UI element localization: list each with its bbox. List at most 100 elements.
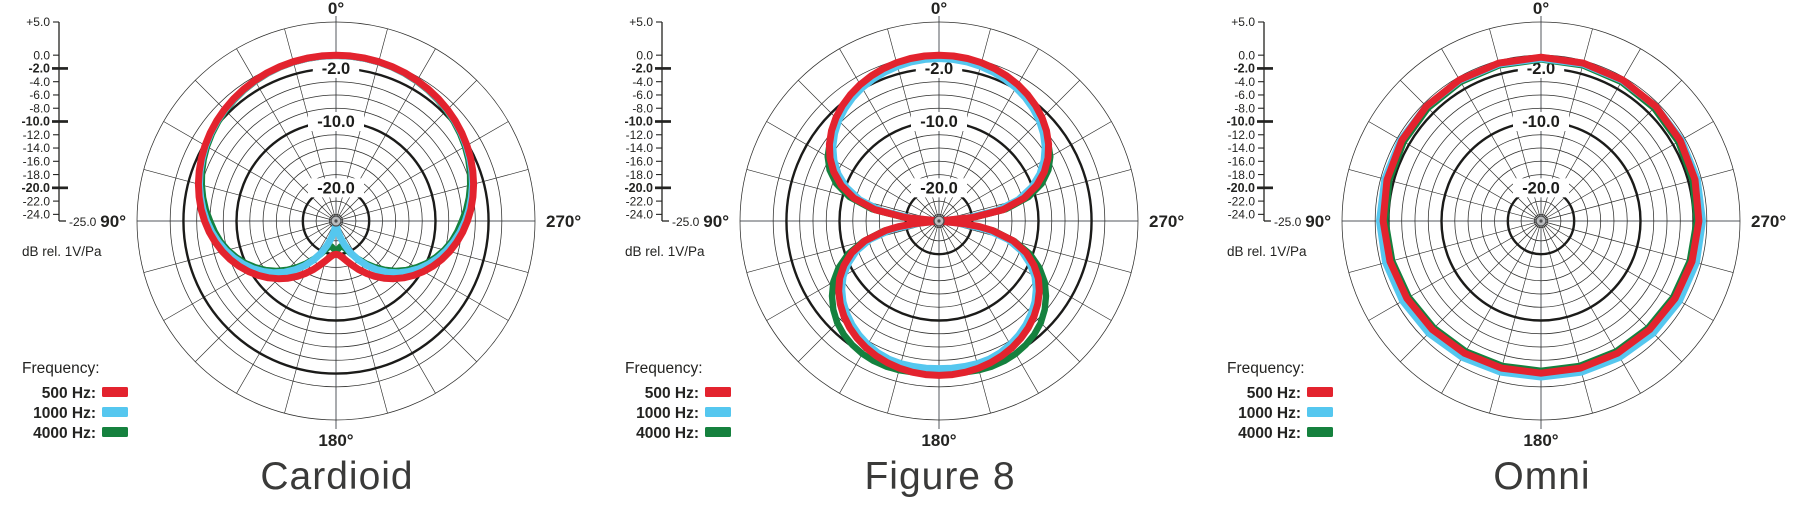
grid-ring--18db	[892, 174, 986, 268]
angle-label-270: 270°	[546, 212, 581, 231]
db-scale-unit-label: dB rel. 1V/Pa	[625, 244, 705, 259]
grid-ring--22db	[1520, 200, 1562, 242]
chart-title: Figure 8	[864, 455, 1016, 498]
polar-chart-svg: -2.0-10.0-20.00°180°90° 270°+5.00.0-2.0-4…	[1227, 0, 1787, 450]
db-scale-tick-label: -6.0	[1234, 88, 1255, 102]
db-scale-tick-label: -18.0	[626, 168, 654, 182]
angle-label-0: 0°	[931, 0, 947, 18]
legend-swatch	[705, 427, 731, 437]
ring-label-mask	[911, 178, 967, 198]
db-scale-tick-label: -4.0	[632, 75, 653, 89]
legend-item-label: 4000 Hz:	[1238, 425, 1301, 442]
db-scale: +5.00.0-2.0-4.0-6.0-8.0-10.0-12.0-14.0-1…	[1227, 15, 1308, 259]
angle-label-270: 270°	[1149, 212, 1184, 231]
ring-label-mask	[1513, 112, 1569, 131]
db-scale-tick-label: -10.0	[22, 115, 51, 129]
db-scale-tick-label: 0.0	[636, 48, 653, 62]
panel-omni: -2.0 -10.0 -20.0 0° 180° 90° 270° +5.0 0.0 -2.0 -4…	[1205, 0, 1808, 510]
db-scale-tick-label: -18.0	[1228, 168, 1256, 182]
series-500hz-curve	[825, 51, 1053, 379]
frequency-legend: Frequency: 500 Hz: 1000 Hz: 4000 Hz:	[1227, 360, 1333, 442]
ring-label-mask	[312, 58, 360, 78]
db-scale-tick-label: -22.0	[626, 194, 654, 208]
ring-label-mask	[911, 112, 967, 131]
db-scale-tick-label: -8.0	[29, 101, 50, 115]
series-500hz-curve	[194, 51, 478, 283]
db-scale-tick-label: -16.0	[626, 155, 654, 169]
legend-item-label: 1000 Hz:	[636, 405, 699, 422]
angle-label-0: 0°	[328, 0, 344, 18]
legend-swatch	[102, 427, 128, 437]
frequency-legend: Frequency: 500 Hz: 1000 Hz: 4000 Hz:	[625, 360, 731, 442]
db-scale-tick-label: -24.0	[23, 208, 51, 222]
db-scale-tick-label: -10.0	[625, 115, 654, 129]
db-scale-end-label: -25.0	[672, 215, 700, 229]
db-scale: +5.00.0-2.0-4.0-6.0-8.0-10.0-12.0-14.0-1…	[625, 15, 706, 259]
ring-label-10db: -10.0	[920, 113, 958, 131]
grid-ring--6db	[1414, 94, 1668, 348]
panel-cardioid: -2.0 -10.0 -20.0 0° 180° 90° 270° +5.0 0.0 -2.0 -4…	[0, 0, 603, 510]
db-scale-end-label: -25.0	[1274, 215, 1302, 229]
ring-label-mask	[308, 178, 364, 198]
db-scale-unit-label: dB rel. 1V/Pa	[22, 244, 102, 259]
grid-ring--18db	[1494, 174, 1588, 268]
grid-ring--12db	[249, 134, 423, 308]
legend-swatch	[1307, 387, 1333, 397]
db-scale-tick-label: 0.0	[1238, 48, 1255, 62]
polar-center-dot-inner	[937, 219, 941, 223]
legend-item-label: 4000 Hz:	[33, 425, 96, 442]
db-scale-tick-label: -6.0	[29, 88, 50, 102]
db-scale-tick-label: 0.0	[33, 48, 50, 62]
db-scale-tick-label: -16.0	[23, 155, 51, 169]
ring-label-2db: -2.0	[322, 60, 350, 78]
ring-label-mask	[915, 58, 963, 78]
db-scale-tick-label: -2.0	[631, 62, 653, 76]
polar-center-dot-inner	[334, 219, 338, 223]
grid-ring--16db	[1480, 160, 1602, 282]
db-scale-tick-label: -10.0	[1227, 115, 1256, 129]
db-scale-tick-label: -24.0	[626, 208, 654, 222]
angle-label-180: 180°	[921, 431, 956, 450]
db-scale-tick-label: -12.0	[1228, 128, 1256, 142]
db-scale-tick-label: -24.0	[1228, 208, 1256, 222]
legend-item-label: 1000 Hz:	[1238, 405, 1301, 422]
grid-ring--4db	[1401, 81, 1681, 361]
angle-label-90: 90°	[703, 212, 729, 231]
panel-figure8: -2.0 -10.0 -20.0 0° 180° 90° 270° +5.0 0.0 -2.0 -4…	[603, 0, 1206, 510]
db-scale-tick-label: -2.0	[28, 62, 50, 76]
polar-chart-svg: -2.0-10.0-20.00°180°90° 270°+5.00.0-2.0-4…	[625, 0, 1185, 450]
db-scale-tick-label: -8.0	[632, 101, 653, 115]
db-scale-tick-label: -22.0	[23, 194, 51, 208]
db-scale-tick-label: +5.0	[26, 15, 50, 29]
db-scale-tick-label: -14.0	[1228, 141, 1256, 155]
angle-label-180: 180°	[1523, 431, 1558, 450]
angle-label-180: 180°	[318, 431, 353, 450]
grid-ring-5db	[739, 21, 1139, 421]
angle-label-90: 90°	[1305, 212, 1331, 231]
angle-label-270: 270°	[1751, 212, 1786, 231]
grid-ring--18db	[289, 174, 383, 268]
grid-ring--8db	[222, 107, 450, 335]
db-scale-end-label: -25.0	[69, 215, 97, 229]
grid-ring--12db	[852, 134, 1026, 308]
legend-swatch	[102, 387, 128, 397]
chart-title: Omni	[1493, 455, 1591, 498]
ring-label-2db: -2.0	[925, 60, 953, 78]
db-scale: +5.00.0-2.0-4.0-6.0-8.0-10.0-12.0-14.0-1…	[22, 15, 103, 259]
grid-ring--8db	[825, 107, 1053, 335]
db-scale-tick-label: -14.0	[23, 141, 51, 155]
legend-title: Frequency:	[22, 360, 100, 377]
ring-label-20db: -20.0	[1522, 179, 1560, 197]
frequency-legend: Frequency: 500 Hz: 1000 Hz: 4000 Hz:	[22, 360, 128, 442]
db-scale-tick-label: -14.0	[626, 141, 654, 155]
ring-label-mask	[1513, 178, 1569, 198]
grid-ring--12db	[1454, 134, 1628, 308]
legend-swatch	[705, 407, 731, 417]
grid-ring--14db	[262, 147, 410, 295]
grid-ring--4db	[196, 81, 476, 361]
db-scale-tick-label: -22.0	[1228, 194, 1256, 208]
legend-item-label: 500 Hz:	[645, 385, 699, 402]
db-scale-tick-label: -4.0	[29, 75, 50, 89]
db-scale-tick-label: -20.0	[22, 181, 51, 195]
